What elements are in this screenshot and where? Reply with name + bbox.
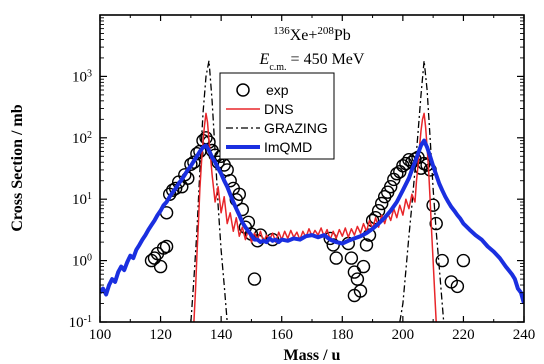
grazing-line-1 [190,60,228,322]
reaction-text1: Xe+ [290,27,318,44]
reaction-text2: Pb [334,27,351,44]
exp-data-point [456,253,471,268]
reaction-annotation: 136Xe+208Pb [273,25,351,44]
reaction-sup2: 208 [317,25,334,37]
y-axis-title: Cross Section / mb [9,104,26,231]
y-tick-label: 102 [72,129,92,147]
reaction-sup1: 136 [273,25,290,37]
legend-exp-label: exp [266,82,289,98]
exp-data-point [426,198,440,212]
energy-subscript: c.m. [269,62,286,73]
y-tick-label: 100 [72,252,92,270]
x-tick-label: 180 [331,327,354,343]
exp-data-point [178,168,192,182]
x-tick-label: 160 [270,327,293,343]
exp-data-point [347,288,362,303]
exp-data-point [435,253,449,268]
x-tick-label: 120 [149,327,172,343]
legend-imqmd-label: ImQMD [264,139,312,155]
exp-data-point [168,181,183,196]
y-tick-label: 103 [72,68,92,86]
imqmd-line [100,138,524,305]
exp-data-point [384,179,398,194]
legend-dns-label: DNS [264,101,294,117]
exp-data-point [184,157,198,172]
exp-data-point [375,196,389,211]
exp-data-point [159,239,174,254]
exp-data-point [232,187,247,202]
grazing-line-2 [399,60,445,322]
exp-data-point [359,238,374,252]
legend: exp DNS GRAZING ImQMD [219,72,335,160]
y-tick-label: 101 [72,191,92,209]
x-tick-label: 140 [210,327,233,343]
y-tick-label: 10-1 [69,314,92,332]
exp-data-point [329,251,343,265]
exp-data-point [344,251,359,265]
exp-data-point [153,259,168,274]
legend-exp-marker [236,83,250,97]
exp-data-point [356,259,371,274]
exp-data-point [371,203,386,218]
energy-value: = 450 MeV [287,51,365,68]
x-tick-label: 220 [452,327,475,343]
x-tick-label: 240 [513,327,536,343]
legend-box [219,72,335,160]
dns-line [193,112,437,322]
energy-annotation: Ec.m. = 450 MeV [259,51,365,73]
x-tick-label: 100 [89,327,112,343]
legend-grazing-label: GRAZING [264,120,328,136]
energy-symbol: E [259,51,270,68]
x-axis-title: Mass / u [284,347,341,364]
exp-data-point [247,272,262,286]
series-layer [100,60,524,322]
x-tick-label: 200 [392,327,415,343]
exp-data-point [450,279,465,294]
